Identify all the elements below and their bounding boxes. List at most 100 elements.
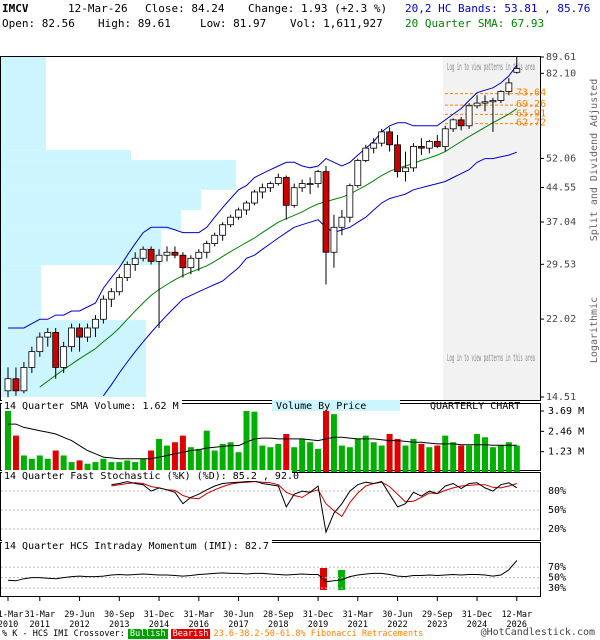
change: Change: 1.93 (+2.3 %) xyxy=(248,2,387,15)
candle-body xyxy=(68,327,75,348)
sma-label: 20 Quarter SMA: 67.93 xyxy=(405,17,544,30)
volume-bar xyxy=(259,445,266,472)
candle-body xyxy=(187,257,195,269)
candle-body xyxy=(330,226,338,253)
volume-bar xyxy=(370,442,377,472)
volume-bar xyxy=(148,450,155,472)
close: Close: 84.24 xyxy=(145,2,225,15)
volume-bar xyxy=(267,447,274,472)
high: High: 89.61 xyxy=(98,17,171,30)
y-tick-label: 29.53 xyxy=(546,259,576,270)
y-tick-label: 14.51 xyxy=(546,392,576,403)
x-tick-label: 31-Dec 2024 xyxy=(461,610,493,630)
y-tick-label: 37.04 xyxy=(546,217,576,228)
candle-body xyxy=(20,367,28,392)
fib-label: 65.91 xyxy=(516,108,546,119)
volume-bar xyxy=(243,411,250,472)
candle-body xyxy=(394,144,401,173)
candle-body xyxy=(497,91,505,101)
candle-body xyxy=(36,336,44,353)
imi-line xyxy=(7,560,518,583)
candle-body xyxy=(417,146,425,149)
volume-bar xyxy=(394,438,401,472)
candle-body xyxy=(147,248,155,262)
volume-bar xyxy=(44,458,51,472)
candle-body xyxy=(84,327,91,338)
candle-body xyxy=(274,177,282,184)
candle-body xyxy=(346,185,354,218)
y-tick-label: 44.55 xyxy=(546,183,576,194)
volume-bar xyxy=(513,445,520,472)
volume-bar xyxy=(346,447,353,472)
candle-body xyxy=(298,183,306,189)
candle-body xyxy=(489,100,497,103)
volume-by-price-bar xyxy=(1,189,201,210)
candle-body xyxy=(314,171,322,184)
volume-bar xyxy=(434,445,441,472)
candle-body xyxy=(282,177,290,206)
candle-body xyxy=(163,251,171,256)
volume-bar xyxy=(275,443,282,472)
volume-bar xyxy=(482,437,488,472)
bearish-key: Bearish xyxy=(170,629,211,639)
y-tick-label: 52.06 xyxy=(546,153,576,164)
x-tick-label: 31-Mar 2010 xyxy=(0,610,24,630)
bullish-key: Bullish xyxy=(127,629,168,639)
x-tick-label: 31-Dec 2014 xyxy=(143,610,175,630)
volume-bar xyxy=(92,462,99,472)
candle-body xyxy=(235,209,242,218)
volume-bar xyxy=(140,458,147,472)
volume-bar xyxy=(164,445,170,472)
candle-body xyxy=(171,251,179,256)
candle-body xyxy=(449,119,457,130)
volume-bar xyxy=(195,448,202,472)
candle-body xyxy=(362,147,370,161)
candle-body xyxy=(219,224,227,236)
candle-body xyxy=(52,332,60,368)
volume-bar xyxy=(489,447,496,472)
volume-bar xyxy=(426,447,433,472)
candle-body xyxy=(92,318,99,329)
volume-bar xyxy=(227,442,234,472)
pattern-note: Log in to view patterns in this area xyxy=(447,62,535,73)
volume-bar xyxy=(307,442,314,472)
candle-body xyxy=(131,257,139,265)
volume-bar xyxy=(235,452,242,472)
candle-body xyxy=(481,101,489,104)
candle-body xyxy=(251,191,258,204)
candle-body xyxy=(179,254,187,269)
chart-label: QUARTERLY CHART xyxy=(430,401,520,412)
volume-bar xyxy=(323,410,329,472)
fib-label: 69.26 xyxy=(516,99,546,110)
side-label: Logarithmic xyxy=(589,297,600,363)
candle-body xyxy=(139,248,147,259)
label-bg xyxy=(2,540,272,551)
volume-bar xyxy=(179,435,186,472)
candle-body xyxy=(203,243,211,253)
x-tick-label: 30-Sep 2013 xyxy=(103,610,135,630)
crossover-label: % K - HCS IMI Crossover: xyxy=(2,629,125,639)
pattern-note: Log in to view patterns in this area xyxy=(447,353,535,364)
candle-body xyxy=(306,183,314,185)
x-tick-label: 28-Sep 2018 xyxy=(262,610,294,630)
candle-body xyxy=(44,332,52,338)
y-tick-label: 70% xyxy=(548,562,566,573)
volume-bar xyxy=(100,458,107,472)
candle-body xyxy=(195,251,203,259)
fib-key: 23.6-38.2-50-61.8% Fibonacci Retracement… xyxy=(213,629,424,639)
volume-bar xyxy=(187,447,194,472)
x-tick-label: 12-Mar 2026 xyxy=(501,610,533,630)
bands-label: 20,2 HC Bands: 53.81 , 85.76 xyxy=(405,2,590,15)
x-tick-label: 29-Sep 2023 xyxy=(421,610,453,630)
volume-bar xyxy=(458,445,465,472)
volume-bar xyxy=(402,445,409,472)
lower-band xyxy=(102,151,517,397)
y-tick-label: 50% xyxy=(548,505,566,516)
candle-body xyxy=(370,142,378,149)
volume-bar xyxy=(5,410,11,472)
candle-body xyxy=(76,327,83,338)
candle-body xyxy=(12,378,20,392)
candle-body xyxy=(322,171,330,253)
volume-bar xyxy=(171,442,178,472)
vbp-label: Volume By Price xyxy=(276,401,366,412)
